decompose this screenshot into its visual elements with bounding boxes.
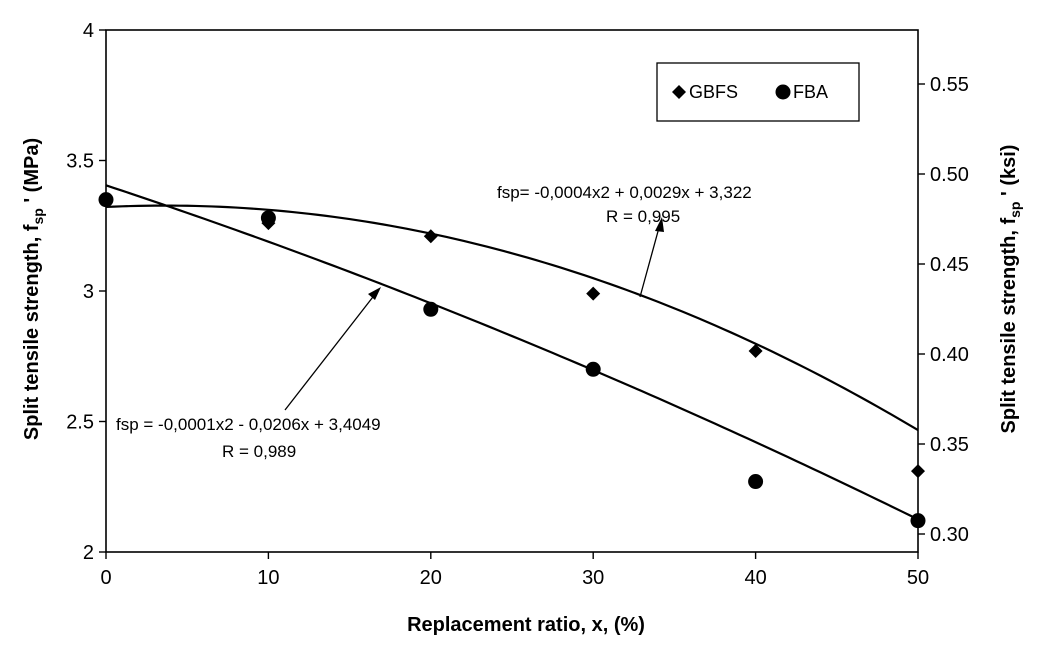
x-tick-label: 0 (100, 567, 111, 589)
y-axis-title-main: Split tensile strength, f (21, 224, 43, 440)
y-axis-title: Split tensile strength, fsp ' (MPa) (21, 138, 46, 440)
x-axis-ticks: 0 10 20 30 40 50 (100, 552, 929, 589)
annotation-fba-r: R = 0,989 (222, 442, 296, 461)
legend-label-fba: FBA (793, 82, 828, 102)
y-axis-title-unit: ' (MPa) (21, 138, 43, 208)
y-tick-label: 3.5 (66, 151, 94, 173)
y2-axis-title-unit: ' (ksi) (998, 145, 1020, 202)
legend-label-gbfs: GBFS (689, 82, 738, 102)
point-fba (423, 301, 439, 317)
annotation-gbfs-arrow-head (655, 217, 664, 232)
y-tick-label: 2.5 (66, 412, 94, 434)
annotation-gbfs-r: R = 0,995 (606, 207, 680, 226)
x-tick-label: 50 (907, 567, 929, 589)
legend-circle-icon (775, 84, 791, 100)
legend-diamond-icon (672, 85, 686, 99)
legend: GBFS FBA (656, 62, 860, 122)
y2-tick-label: 0.50 (930, 164, 969, 186)
y-tick-label: 4 (83, 20, 94, 42)
point-gbfs (748, 344, 763, 359)
x-axis-title: Replacement ratio, x, (%) (407, 614, 645, 636)
y2-axis-title: Split tensile strength, fsp ' (ksi) (998, 145, 1023, 434)
point-gbfs (423, 229, 438, 244)
annotation-fba: fsp = -0,0001x2 - 0,0206x + 3,4049 R = 0… (116, 287, 381, 461)
fit-curve-gbfs (105, 204, 919, 432)
point-gbfs (586, 286, 601, 301)
y2-axis-ticks: 0.30 0.35 0.40 0.45 0.50 0.55 (918, 74, 969, 546)
point-gbfs (911, 464, 925, 479)
x-tick-label: 20 (420, 567, 442, 589)
y-tick-label: 3 (83, 281, 94, 303)
x-tick-label: 40 (744, 567, 766, 589)
y-axis-ticks: 2 2.5 3 3.5 4 (66, 20, 106, 564)
y-axis-title-sub: sp (30, 208, 46, 224)
y2-tick-label: 0.55 (930, 74, 969, 96)
data-markers (98, 192, 926, 529)
legend-box (656, 62, 860, 122)
point-fba (585, 361, 601, 377)
annotation-gbfs: fsp= -0,0004x2 + 0,0029x + 3,322 R = 0,9… (497, 183, 752, 298)
x-tick-label: 10 (257, 567, 279, 589)
x-tick-label: 30 (582, 567, 604, 589)
fit-curve-fba (105, 184, 919, 521)
point-fba (910, 513, 926, 529)
annotation-fba-equation: fsp = -0,0001x2 - 0,0206x + 3,4049 (116, 415, 381, 434)
y2-axis-title-main: Split tensile strength, f (998, 218, 1020, 434)
fit-curves (105, 184, 919, 521)
annotation-gbfs-arrow-line (639, 223, 661, 298)
y2-tick-label: 0.40 (930, 344, 969, 366)
point-fba (260, 210, 276, 226)
y-tick-label: 2 (83, 542, 94, 564)
point-fba (748, 474, 764, 490)
annotation-fba-arrow-head (368, 287, 381, 300)
y2-tick-label: 0.30 (930, 524, 969, 546)
y2-axis-title-sub: sp (1007, 202, 1023, 218)
point-fba (98, 192, 114, 208)
y2-tick-label: 0.45 (930, 254, 969, 276)
annotation-fba-arrow-line (284, 292, 377, 411)
annotation-gbfs-equation: fsp= -0,0004x2 + 0,0029x + 3,322 (497, 183, 752, 202)
y2-tick-label: 0.35 (930, 434, 969, 456)
